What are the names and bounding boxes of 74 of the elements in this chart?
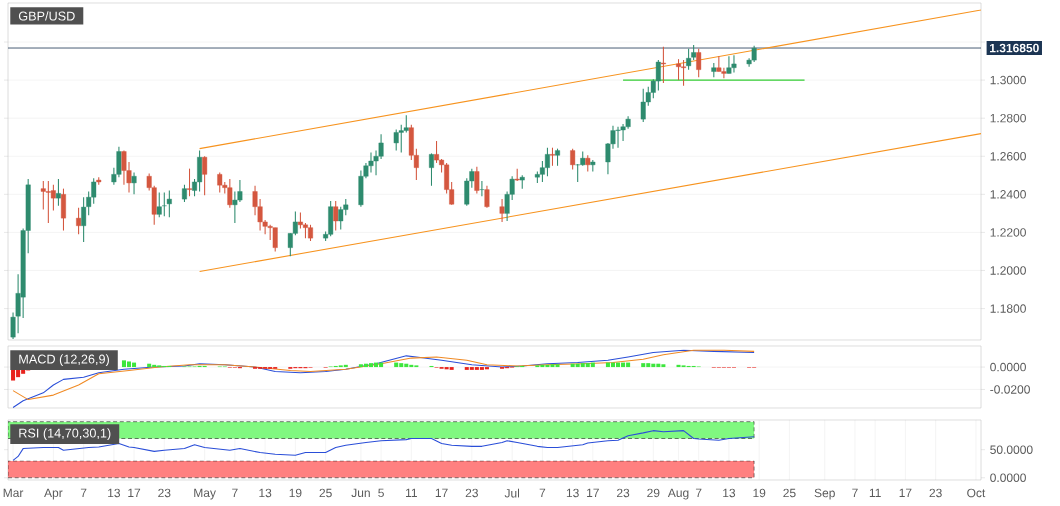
bar <box>126 361 132 368</box>
candlestick <box>570 148 576 171</box>
y-tick-label: 1.3000 <box>990 75 1026 85</box>
y-tick-label: 0.0000 <box>990 473 1026 483</box>
y-tick-label: 50.0000 <box>990 445 1033 454</box>
ref-line-label: 1.316850 <box>990 43 1039 53</box>
y-tick-label: -0.0200 <box>990 385 1030 394</box>
x-tick-label: 13 <box>259 488 272 498</box>
x-tick-label: 17 <box>587 488 599 497</box>
x-tick-label: 19 <box>753 488 766 498</box>
y-tick-label: 1.2400 <box>990 190 1026 199</box>
x-tick-label: 13 <box>723 488 736 498</box>
candlestick <box>202 155 208 196</box>
x-tick-label: 17 <box>899 488 912 497</box>
y-tick-label: 1.2000 <box>990 266 1026 275</box>
x-tick-label: Jul <box>504 488 520 498</box>
candlestick <box>333 200 339 232</box>
x-tick-label: 29 <box>647 488 660 498</box>
x-tick-label: 11 <box>869 488 881 497</box>
x-tick-label: 17 <box>128 488 141 497</box>
line-series <box>12 430 755 461</box>
x-tick-label: 23 <box>158 488 171 498</box>
x-tick-label: 23 <box>929 488 942 498</box>
candlestick <box>131 171 137 195</box>
candlestick <box>499 198 505 223</box>
x-tick-label: 13 <box>566 488 579 498</box>
candlestick <box>166 190 172 218</box>
x-tick-label: Mar <box>3 488 24 498</box>
x-tick-label: 7 <box>852 488 858 497</box>
x-tick-label: 13 <box>108 488 121 498</box>
x-tick-label: 17 <box>435 488 448 497</box>
x-tick-label: May <box>194 488 216 500</box>
x-tick-label: 23 <box>465 488 478 498</box>
candlestick <box>187 168 192 197</box>
bar <box>449 367 454 370</box>
x-tick-label: 7 <box>80 488 87 497</box>
candlestick <box>61 188 66 232</box>
x-tick-label: Sep <box>814 488 835 500</box>
candlestick <box>686 48 692 71</box>
candlestick <box>696 48 702 78</box>
x-tick-label: Jun <box>351 488 370 498</box>
candlestick <box>660 46 666 84</box>
y-tick-label: 0.0000 <box>990 362 1026 372</box>
candlestick <box>156 191 162 218</box>
x-tick-label: 23 <box>617 488 630 498</box>
y-tick-label: 1.2200 <box>990 228 1026 237</box>
text: GBP/USD <box>18 11 75 21</box>
x-tick-label: Oct <box>967 488 986 498</box>
y-tick-label: 1.2800 <box>990 113 1026 123</box>
x-tick-label: 7 <box>695 488 702 497</box>
candlestick <box>429 152 434 187</box>
candlestick <box>550 147 555 167</box>
candlestick <box>479 180 485 197</box>
bar <box>555 364 560 368</box>
x-tick-label: Aug <box>667 488 689 500</box>
candlestick <box>484 185 490 209</box>
x-tick-label: 19 <box>289 488 302 498</box>
x-tick-label: 11 <box>406 488 417 497</box>
candlestick <box>55 178 61 207</box>
x-tick-label: 7 <box>232 488 238 497</box>
text: RSI (14,70,30,1) <box>19 428 111 441</box>
candlestick <box>474 166 480 194</box>
y-tick-label: 1.1800 <box>990 304 1026 313</box>
bar <box>368 363 374 368</box>
candlestick <box>76 207 82 235</box>
y-tick-label: 1.2600 <box>990 152 1026 161</box>
x-tick-label: 5 <box>378 488 384 498</box>
x-tick-label: 7 <box>539 488 546 497</box>
x-tick-label: 25 <box>319 488 332 498</box>
x-tick-label: Apr <box>44 488 63 500</box>
bar <box>641 363 646 368</box>
x-tick-label: 25 <box>783 488 796 498</box>
candlestick <box>40 180 46 211</box>
text: MACD (12,26,9) <box>19 354 109 367</box>
